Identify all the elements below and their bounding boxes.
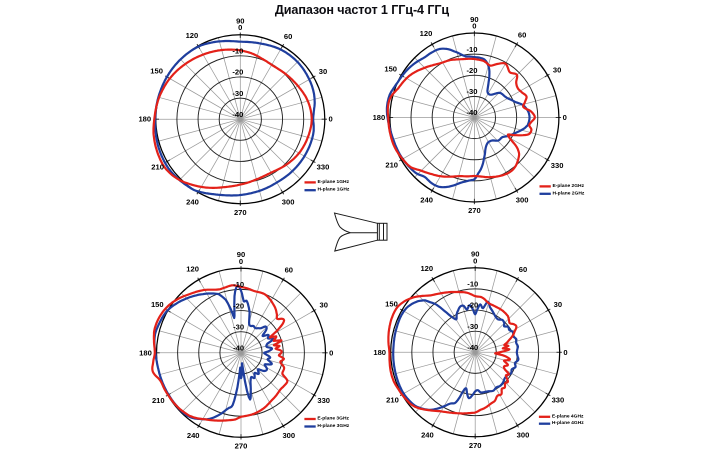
svg-text:120: 120: [420, 264, 433, 273]
svg-text:H-plane 2GHz: H-plane 2GHz: [553, 190, 585, 196]
svg-text:90: 90: [237, 250, 245, 259]
svg-text:330: 330: [552, 396, 565, 405]
svg-text:270: 270: [468, 206, 481, 215]
svg-text:240: 240: [187, 431, 200, 440]
svg-text:180: 180: [139, 348, 152, 357]
svg-text:180: 180: [138, 115, 151, 124]
svg-text:300: 300: [282, 197, 295, 206]
svg-text:H-plane 1GHz: H-plane 1GHz: [318, 187, 350, 193]
svg-text:300: 300: [516, 196, 529, 205]
svg-text:0: 0: [473, 256, 477, 265]
svg-text:30: 30: [319, 301, 327, 310]
svg-text:210: 210: [152, 396, 165, 405]
svg-text:-40: -40: [467, 343, 478, 352]
svg-text:300: 300: [517, 431, 530, 440]
svg-text:-40: -40: [232, 110, 243, 119]
svg-text:Диапазон частот 1 ГГц-4 ГГц: Диапазон частот 1 ГГц-4 ГГц: [275, 3, 449, 17]
svg-text:150: 150: [385, 300, 398, 309]
svg-text:330: 330: [317, 163, 330, 172]
svg-text:240: 240: [186, 197, 199, 206]
svg-text:120: 120: [186, 31, 199, 40]
svg-text:-10: -10: [233, 280, 244, 289]
svg-text:0: 0: [563, 348, 567, 357]
svg-text:240: 240: [420, 196, 433, 205]
svg-text:0: 0: [328, 115, 332, 124]
svg-text:E-plane 1GHz: E-plane 1GHz: [318, 179, 350, 185]
svg-text:30: 30: [554, 300, 562, 309]
svg-text:330: 330: [551, 161, 564, 170]
svg-text:0: 0: [563, 113, 567, 122]
svg-text:90: 90: [236, 17, 244, 26]
svg-text:90: 90: [470, 15, 478, 24]
svg-text:H-plane 3GHz: H-plane 3GHz: [317, 423, 349, 429]
svg-text:150: 150: [150, 66, 163, 75]
svg-text:90: 90: [471, 250, 479, 259]
svg-text:-30: -30: [233, 322, 244, 331]
svg-text:300: 300: [282, 431, 295, 440]
svg-text:0: 0: [329, 348, 333, 357]
svg-text:120: 120: [186, 265, 199, 274]
svg-text:60: 60: [519, 265, 527, 274]
svg-text:E-plane 2GHz: E-plane 2GHz: [553, 183, 585, 189]
svg-text:-10: -10: [232, 47, 243, 56]
svg-text:-20: -20: [233, 301, 244, 310]
svg-text:240: 240: [421, 431, 434, 440]
svg-text:270: 270: [235, 441, 248, 450]
svg-text:0: 0: [472, 22, 476, 31]
svg-text:150: 150: [384, 65, 397, 74]
svg-text:270: 270: [469, 441, 482, 450]
svg-text:-20: -20: [467, 66, 478, 75]
svg-text:H-plane 4GHz: H-plane 4GHz: [552, 420, 584, 426]
svg-text:-30: -30: [467, 87, 478, 96]
svg-text:180: 180: [373, 113, 386, 122]
svg-text:-40: -40: [467, 108, 478, 117]
svg-text:210: 210: [385, 161, 398, 170]
svg-text:210: 210: [151, 163, 164, 172]
svg-text:270: 270: [234, 208, 247, 217]
svg-text:180: 180: [373, 348, 386, 357]
svg-text:210: 210: [386, 396, 399, 405]
svg-text:-20: -20: [232, 68, 243, 77]
svg-text:0: 0: [238, 23, 242, 32]
svg-text:E-plane 3GHz: E-plane 3GHz: [317, 416, 349, 422]
svg-text:-10: -10: [467, 280, 478, 289]
svg-text:330: 330: [317, 396, 330, 405]
svg-text:-20: -20: [467, 301, 478, 310]
svg-text:120: 120: [420, 29, 433, 38]
svg-text:30: 30: [319, 67, 327, 76]
svg-text:0: 0: [239, 257, 243, 266]
svg-text:-30: -30: [467, 322, 478, 331]
svg-text:60: 60: [284, 32, 292, 41]
svg-text:30: 30: [553, 65, 561, 74]
svg-text:-30: -30: [232, 89, 243, 98]
svg-text:60: 60: [285, 266, 293, 275]
svg-text:60: 60: [518, 30, 526, 39]
svg-text:E-plane 4GHz: E-plane 4GHz: [552, 413, 584, 419]
svg-text:-40: -40: [233, 344, 244, 353]
svg-text:-10: -10: [467, 45, 478, 54]
svg-text:150: 150: [151, 300, 164, 309]
